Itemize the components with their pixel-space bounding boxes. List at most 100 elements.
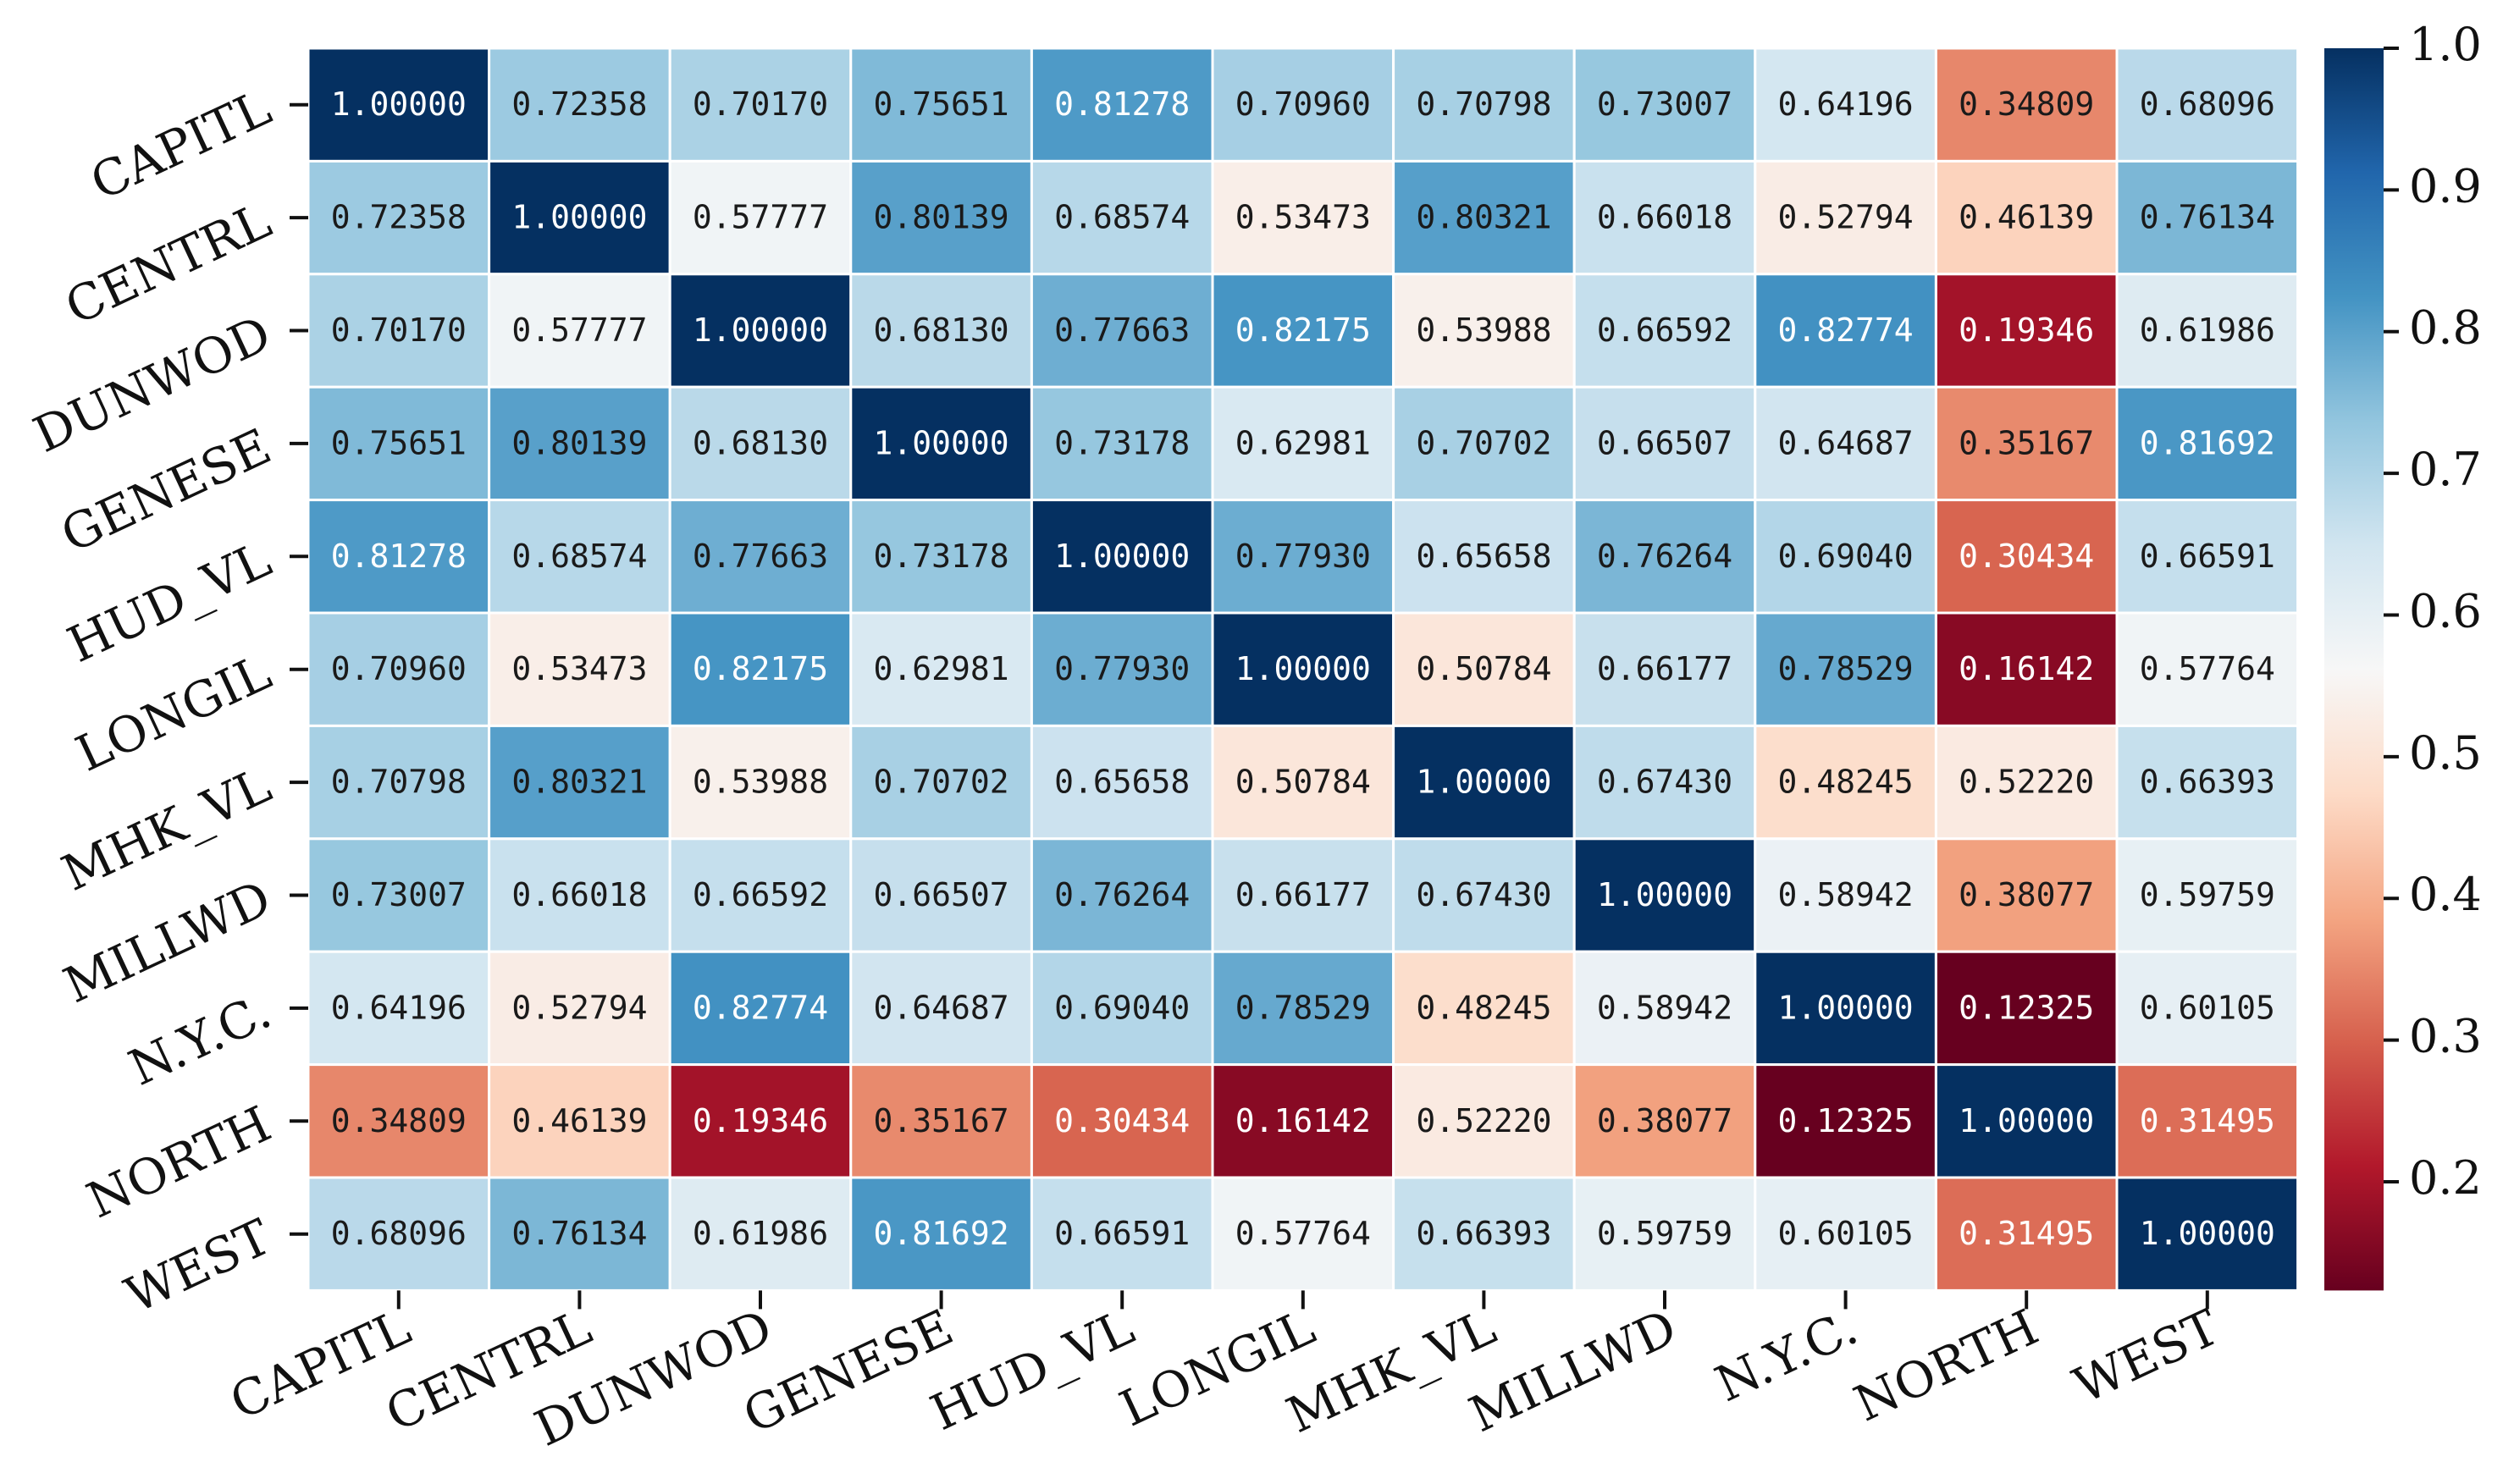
- colorbar-tick-label: 1.0: [2409, 18, 2482, 71]
- cell-value-label: 0.61986: [2140, 312, 2275, 349]
- heatmap-cell: [1572, 47, 1757, 163]
- cell-value-label: 0.68130: [874, 312, 1009, 349]
- cell-value-label: 0.53473: [1235, 199, 1371, 236]
- cell-value-label: 0.68130: [693, 424, 828, 461]
- heatmap-cell: [2115, 724, 2300, 841]
- cell-value-label: 0.73007: [1597, 86, 1732, 123]
- cell-value-label: 1.00000: [1054, 538, 1190, 575]
- heatmap-cell: [668, 385, 853, 502]
- cell-value-label: 0.66018: [511, 876, 647, 913]
- x-tick-label: N.Y.C.: [1707, 1298, 1866, 1413]
- heatmap-cell: [849, 1063, 1033, 1179]
- x-axis: CAPITLCENTRLDUNWODGENESEHUD_VLLONGILMHK_…: [222, 1290, 2228, 1458]
- heatmap-cell: [668, 273, 853, 389]
- colorbar-tick-label: 0.2: [2409, 1151, 2482, 1205]
- cell-value-label: 0.81278: [1054, 86, 1190, 123]
- cell-value-label: 0.77663: [693, 538, 828, 575]
- cell-value-label: 1.00000: [1959, 1102, 2094, 1139]
- cell-value-label: 0.52220: [1959, 764, 2094, 801]
- cell-value-label: 1.00000: [1235, 650, 1371, 687]
- cell-value-label: 0.70960: [331, 650, 467, 687]
- cell-value-label: 0.80139: [874, 199, 1009, 236]
- heatmap-cell: [668, 724, 853, 841]
- cell-value-label: 0.62981: [874, 650, 1009, 687]
- cell-value-label: 0.78529: [1235, 989, 1371, 1026]
- y-tick-label: WEST: [117, 1208, 279, 1325]
- cell-value-label: 0.61986: [693, 1215, 828, 1252]
- cell-value-label: 0.72358: [331, 199, 467, 236]
- heatmap-cell: [2115, 385, 2300, 502]
- heatmap-cell: [1030, 1176, 1214, 1292]
- cell-value-label: 0.81278: [331, 538, 467, 575]
- cell-value-label: 0.53473: [511, 650, 647, 687]
- heatmap-cell: [849, 499, 1033, 615]
- heatmap-cell: [1211, 499, 1395, 615]
- heatmap-cell: [1754, 611, 1937, 727]
- colorbar-tick-label: 0.3: [2409, 1010, 2482, 1063]
- heatmap-cell: [1211, 1063, 1395, 1179]
- cell-value-label: 0.66018: [1597, 199, 1732, 236]
- cell-value-label: 0.57764: [1235, 1215, 1371, 1252]
- heatmap-cell: [1754, 159, 1937, 276]
- cell-value-label: 0.59759: [2140, 876, 2275, 913]
- heatmap-cell: [2115, 837, 2300, 953]
- cell-value-label: 0.31495: [1959, 1215, 2094, 1252]
- heatmap-cell: [668, 159, 853, 276]
- cell-value-label: 0.75651: [874, 86, 1009, 123]
- heatmap-cell: [2115, 950, 2300, 1067]
- heatmap-cell: [488, 1176, 671, 1292]
- cell-value-label: 0.67430: [1597, 764, 1732, 801]
- heatmap-cell: [1030, 1063, 1214, 1179]
- cell-value-label: 0.82774: [693, 989, 828, 1026]
- heatmap-cell: [668, 499, 853, 615]
- cell-value-label: 0.73178: [874, 538, 1009, 575]
- heatmap-cell: [307, 47, 491, 163]
- heatmap-cell: [1934, 950, 2119, 1067]
- cell-value-label: 0.59759: [1597, 1215, 1732, 1252]
- cell-value-label: 0.12325: [1959, 989, 2094, 1026]
- heatmap-cell: [668, 1176, 853, 1292]
- cell-value-label: 0.64196: [1778, 86, 1914, 123]
- y-axis: CAPITLCENTRLDUNWODGENESEHUD_VLLONGILMHK_…: [25, 79, 308, 1325]
- cell-value-label: 0.68574: [1054, 199, 1190, 236]
- heatmap-cell: [1392, 273, 1576, 389]
- heatmap-cell: [849, 837, 1033, 953]
- heatmap-cell: [1754, 1063, 1937, 1179]
- colorbar-tick-label: 0.7: [2409, 443, 2482, 496]
- cell-value-label: 0.80139: [511, 424, 647, 461]
- x-tick-label: NORTH: [1846, 1298, 2047, 1432]
- heatmap-cell: [1934, 47, 2119, 163]
- heatmap-cell: [1030, 499, 1214, 615]
- cell-value-label: 0.50784: [1235, 764, 1371, 801]
- cell-value-label: 0.53988: [1416, 312, 1551, 349]
- cell-value-label: 0.77930: [1054, 650, 1190, 687]
- cell-value-label: 0.76134: [511, 1215, 647, 1252]
- cell-value-label: 1.00000: [1416, 764, 1551, 801]
- cell-value-label: 0.38077: [1959, 876, 2094, 913]
- heatmap-cell: [2115, 273, 2300, 389]
- cell-value-label: 0.66592: [1597, 312, 1732, 349]
- cell-value-label: 0.48245: [1778, 764, 1914, 801]
- heatmap-cell: [1754, 385, 1937, 502]
- heatmap-cell: [668, 950, 853, 1067]
- heatmap-cell: [1211, 611, 1395, 727]
- heatmap-cells: 1.00000 0.72358 0.70170 0.75651 0.81278 0.709…: [307, 47, 2300, 1292]
- heatmap-cell: [1211, 950, 1395, 1067]
- cell-value-label: 0.30434: [1959, 538, 2094, 575]
- heatmap-cell: [2115, 499, 2300, 615]
- heatmap-cell: [849, 611, 1033, 727]
- cell-value-label: 0.80321: [1416, 199, 1551, 236]
- cell-value-label: 0.70798: [1416, 86, 1551, 123]
- cell-value-label: 0.58942: [1597, 989, 1732, 1026]
- heatmap-cell: [1211, 47, 1395, 163]
- colorbar-tick-label: 0.4: [2409, 868, 2482, 921]
- cell-value-label: 0.66592: [693, 876, 828, 913]
- cell-value-label: 0.76264: [1054, 876, 1190, 913]
- cell-value-label: 0.70170: [331, 312, 467, 349]
- y-tick-label: NORTH: [79, 1095, 279, 1229]
- cell-value-label: 0.57764: [2140, 650, 2275, 687]
- y-tick-label: N.Y.C.: [120, 982, 279, 1097]
- cell-value-label: 1.00000: [874, 424, 1009, 461]
- heatmap-cell: [1754, 724, 1937, 841]
- cell-value-label: 0.73178: [1054, 424, 1190, 461]
